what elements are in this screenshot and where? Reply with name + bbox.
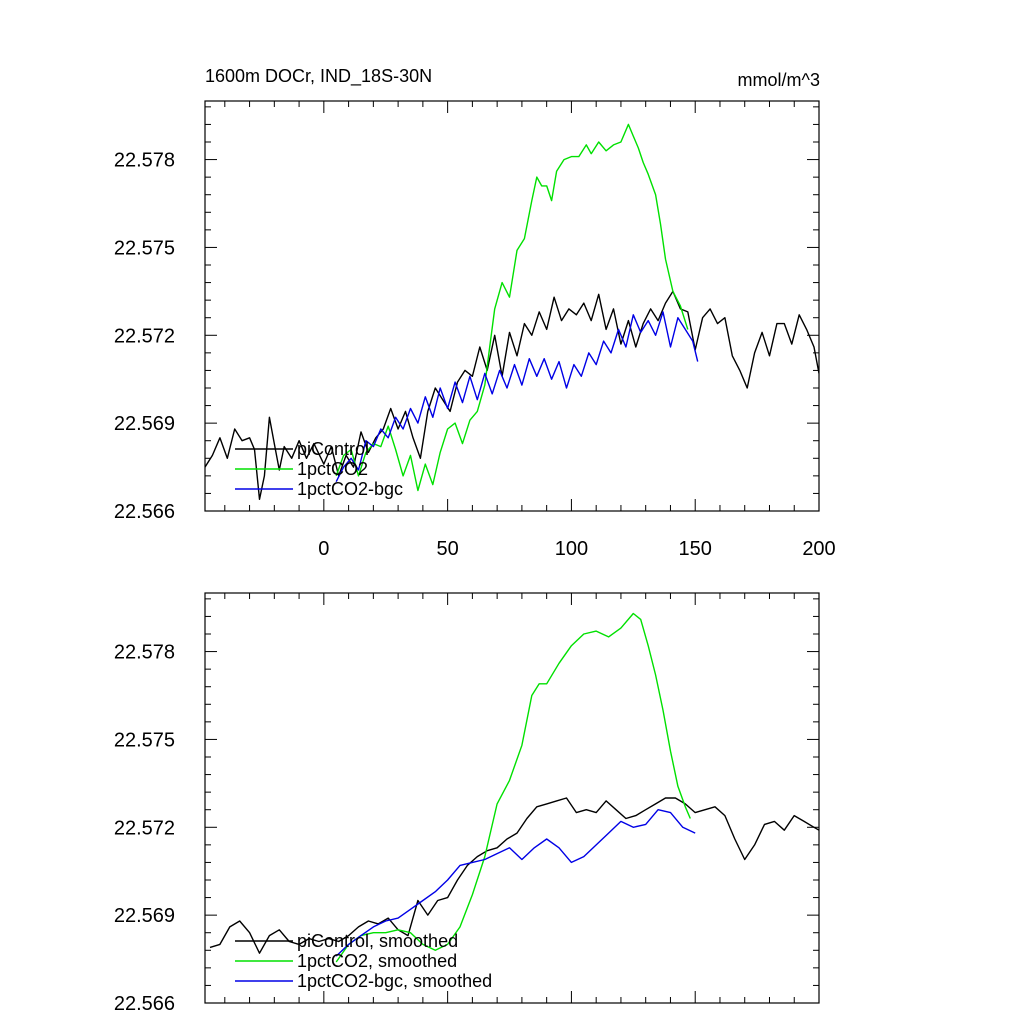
series-line-picontrol-smoothed [209, 797, 819, 954]
y-tick-label: 22.569 [114, 413, 175, 435]
legend-label: 1pctCO2-bgc, smoothed [297, 971, 492, 991]
y-tick-label: 22.578 [114, 150, 175, 172]
legend-label: piControl [297, 439, 369, 459]
bottom-panel: 22.566 22.569 22.572 22.575 22.578 piControl,… [114, 592, 820, 1015]
legend-label: 1pctCO2, smoothed [297, 951, 457, 971]
plot-frame [204, 100, 820, 512]
x-tick-label: 0 [318, 538, 329, 560]
y-tick-label: 22.566 [114, 993, 175, 1015]
y-tick-label: 22.569 [114, 905, 175, 927]
units-label: mmol/m^3 [738, 70, 820, 90]
y-tick-label: 22.575 [114, 237, 175, 259]
plot-frame [204, 592, 820, 1004]
legend-label: 1pctCO2 [297, 459, 368, 479]
series-line-1pctco2-bgc [335, 311, 699, 483]
x-tick-label: 50 [437, 538, 459, 560]
y-tick-label: 22.566 [114, 501, 175, 523]
x-tick-label: 200 [802, 538, 835, 560]
series-line-1pctco2 [335, 123, 689, 492]
legend-label: piControl, smoothed [297, 931, 458, 951]
legend-label: 1pctCO2-bgc [297, 479, 403, 499]
chart-title: 1600m DOCr, IND_18S-30N [205, 66, 432, 87]
series-line-1pctco2-bgc-smoothed [335, 809, 696, 957]
y-tick-label: 22.572 [114, 325, 175, 347]
top-panel: 0 50 100 150 200 22.566 22.569 22.572 22.575 22.5… [114, 100, 836, 560]
x-tick-label: 150 [679, 538, 712, 560]
y-tick-label: 22.575 [114, 729, 175, 751]
y-tick-label: 22.572 [114, 817, 175, 839]
x-tick-label: 100 [555, 538, 588, 560]
series-line-1pctco2-smoothed [335, 612, 691, 963]
series-line-picontrol [205, 290, 819, 500]
y-tick-label: 22.578 [114, 642, 175, 664]
